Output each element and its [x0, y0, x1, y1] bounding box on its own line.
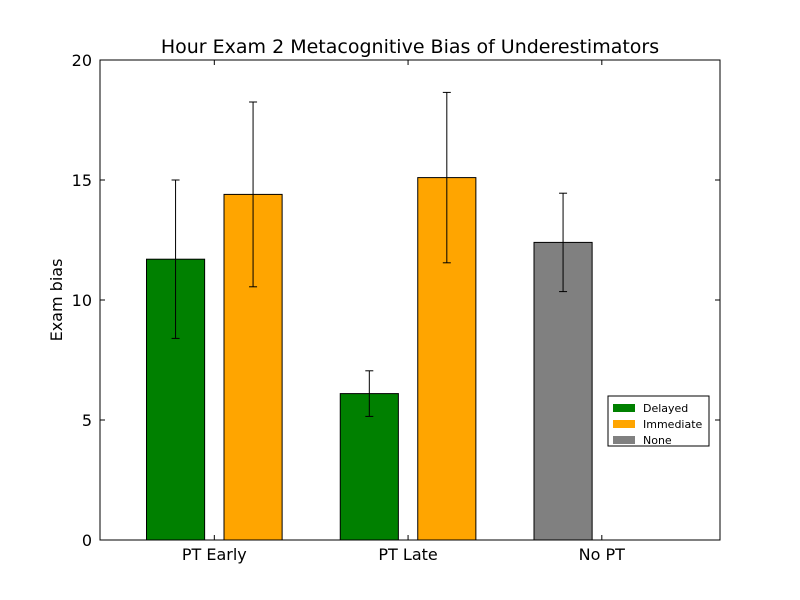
legend-label-delayed: Delayed — [643, 402, 688, 415]
error-bar-pt-late-delayed — [365, 370, 374, 417]
y-tick-label: 20 — [72, 51, 92, 70]
legend-label-immediate: Immediate — [643, 418, 703, 431]
legend-swatch-delayed — [613, 404, 635, 412]
y-tick-label: 0 — [82, 531, 92, 550]
error-bar-pt-late-immediate — [442, 91, 451, 264]
error-bar-pt-early-delayed — [171, 179, 180, 339]
y-tick-label: 5 — [82, 411, 92, 430]
legend-swatch-immediate — [613, 420, 635, 428]
error-bar-no-pt-none — [559, 192, 568, 293]
y-axis-label: Exam bias — [47, 259, 66, 342]
legend: Delayed Immediate None — [607, 395, 710, 447]
error-bars-layer — [171, 91, 568, 417]
error-bar-pt-early-immediate — [249, 101, 258, 288]
axes-layer: 0 5 10 15 20 PT Early PT Late No PT — [72, 51, 721, 564]
legend-label-none: None — [643, 434, 672, 447]
x-tick-label-no-pt: No PT — [579, 545, 625, 564]
x-tick-label-pt-early: PT Early — [182, 545, 247, 564]
y-tick-label: 10 — [72, 291, 92, 310]
chart-title: Hour Exam 2 Metacognitive Bias of Undere… — [161, 36, 659, 58]
bars-layer — [146, 177, 670, 541]
legend-swatch-none — [613, 436, 635, 444]
x-tick-label-pt-late: PT Late — [378, 545, 437, 564]
y-tick-label: 15 — [72, 171, 92, 190]
